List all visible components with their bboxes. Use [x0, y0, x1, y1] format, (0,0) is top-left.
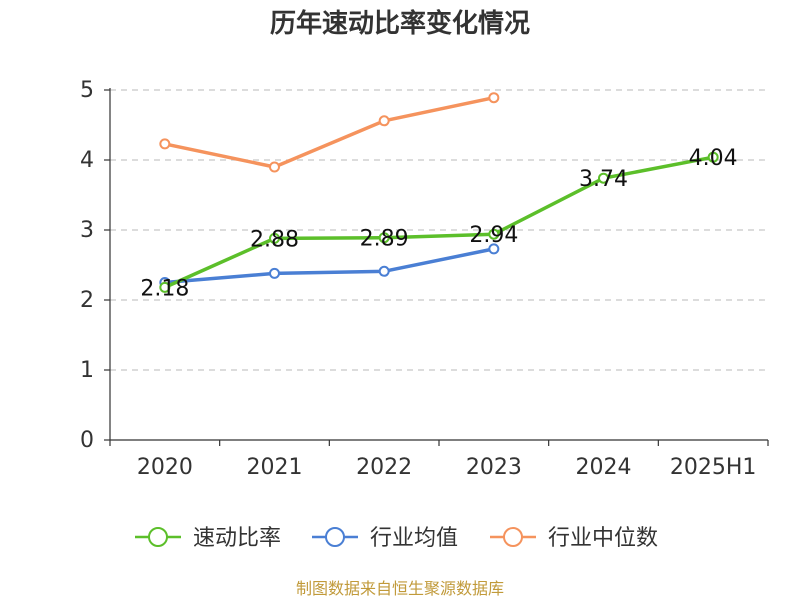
legend-label: 速动比率: [193, 526, 281, 551]
data-point: [269, 267, 280, 279]
legend: 速动比率 行业均值 行业中位数: [135, 526, 658, 551]
data-point: [159, 138, 171, 150]
chart-title: 历年速动比率变化情况: [270, 8, 530, 39]
legend-marker: [503, 527, 523, 547]
series-line: [163, 95, 496, 169]
legend-marker: [148, 527, 168, 547]
data-point: [378, 115, 390, 127]
data-label: 2.94: [469, 223, 518, 248]
series-layer: [159, 92, 719, 293]
y-tick-label: 1: [80, 358, 94, 383]
data-point: [598, 172, 609, 184]
y-tick-label: 3: [80, 218, 94, 243]
x-tick-label: 2023: [466, 455, 522, 480]
series-line: [163, 247, 496, 285]
data-point: [488, 228, 500, 240]
data-point: [707, 151, 719, 163]
data-label: 2.18: [140, 276, 189, 301]
legend-label: 行业均值: [370, 526, 458, 551]
data-point: [488, 92, 500, 104]
data-point: [488, 243, 500, 255]
axis-layer: 0 1 2 3 4 5 2020 2021 2022 2023 2024 2025H1: [80, 78, 769, 480]
y-tick-label: 5: [80, 78, 94, 103]
x-tick-label: 2025H1: [670, 455, 757, 480]
data-label: 3.74: [579, 167, 628, 192]
data-point: [159, 281, 171, 293]
data-label: 2.89: [360, 227, 409, 252]
data-point: [378, 265, 390, 277]
data-point: [269, 232, 280, 244]
series-2: [159, 92, 500, 173]
series-1: [159, 243, 500, 288]
legend-item: 行业中位数: [490, 526, 658, 551]
data-label: 4.04: [689, 146, 738, 171]
x-tick-label: 2024: [576, 455, 632, 480]
series-line: [163, 155, 715, 290]
y-tick-label: 0: [80, 428, 94, 453]
series-0: [159, 151, 719, 293]
legend-marker: [325, 527, 345, 547]
legend-item: 行业均值: [312, 526, 458, 551]
x-tick-label: 2021: [247, 455, 303, 480]
grid-layer: [110, 89, 768, 371]
y-tick-label: 2: [80, 288, 94, 313]
data-label: 2.88: [250, 227, 299, 252]
y-tick-label: 4: [80, 148, 94, 173]
data-label-layer: 2.18 2.88 2.89 2.94 3.74 4.04: [140, 146, 737, 301]
data-point: [378, 232, 390, 244]
data-point: [269, 161, 280, 173]
legend-item: 速动比率: [135, 526, 281, 551]
source-note: 制图数据来自恒生聚源数据库: [296, 579, 504, 598]
legend-label: 行业中位数: [548, 526, 658, 551]
x-tick-label: 2022: [356, 455, 412, 480]
x-tick-label: 2020: [137, 455, 193, 480]
